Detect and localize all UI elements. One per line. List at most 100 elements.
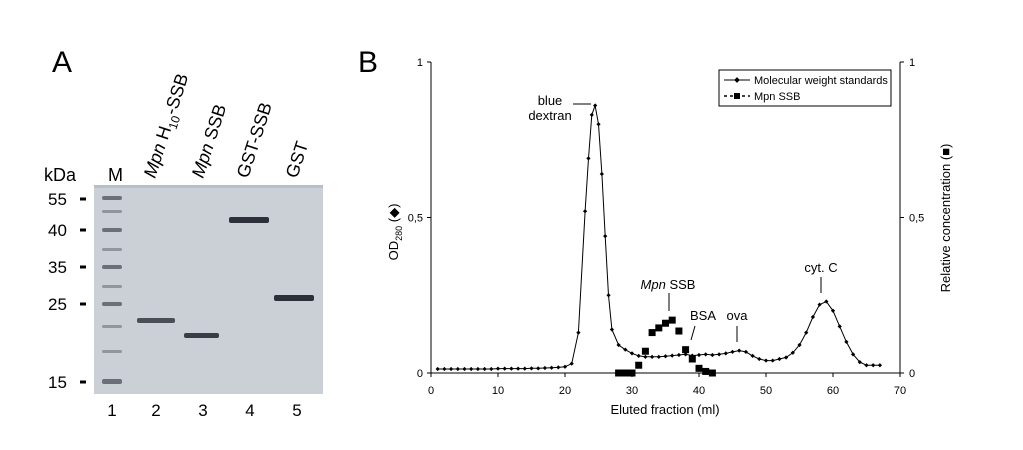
standards-point (837, 324, 842, 329)
standards-point (435, 366, 440, 372)
legend-entry-mpn-ssb: Mpn SSB (724, 91, 800, 103)
svg-text:cyt. C: cyt. C (804, 260, 837, 275)
standards-point (830, 308, 836, 313)
standards-point (810, 314, 816, 320)
standards-point (515, 366, 521, 371)
lane-number-5: 5 (292, 401, 301, 420)
standards-point (703, 352, 708, 357)
y-axis-title-right: Relative concentration (■) (938, 144, 953, 293)
gel-shade (94, 185, 323, 394)
standards-point (529, 366, 534, 371)
x-tick-label: 60 (827, 385, 839, 397)
standards-point (469, 366, 474, 372)
mpn-ssb-point (615, 369, 623, 377)
mpn-ssb-point (695, 364, 703, 372)
x-tick-label: 10 (492, 385, 504, 397)
standards-point (770, 358, 775, 363)
mpn-ssb-point (648, 329, 656, 337)
mw-ticks (80, 197, 86, 384)
lane-number-1: 1 (107, 401, 116, 420)
mpn-ssb-point (662, 319, 669, 327)
marker-ladder (102, 196, 122, 384)
panel-a-label: A (52, 46, 72, 79)
standards-point (606, 293, 611, 298)
standards-point (636, 353, 641, 359)
y-tick-label-left: 0,5 (408, 213, 423, 225)
standards-point (790, 350, 795, 355)
standards-point (475, 366, 481, 372)
mpn-ssb-point (628, 369, 636, 377)
mpn-ssb-point (708, 369, 716, 377)
standards-point (857, 359, 862, 365)
mw-label-15: 15 (48, 373, 67, 392)
svg-text:Relative concentration (■): Relative concentration (■) (938, 144, 953, 293)
kda-label: kDa (44, 165, 77, 185)
standards-point (596, 122, 601, 127)
standards-point (824, 299, 829, 304)
x-tick-label: 20 (559, 385, 571, 397)
svg-text:Mpn SSB: Mpn SSB (641, 277, 696, 292)
marker-lane-header: M (108, 165, 123, 185)
x-tick-label: 0 (428, 385, 434, 397)
standards-point (757, 356, 762, 362)
lane-number-3: 3 (198, 401, 207, 420)
svg-text:OD280 (◆): OD280 (◆) (386, 204, 404, 261)
annotation-mpn-ssb: Mpn SSB (641, 277, 696, 311)
standards-point (562, 364, 568, 369)
standards-point (864, 363, 869, 368)
lane-number-2: 2 (151, 401, 160, 420)
standards-point (750, 353, 755, 359)
lane-header-4: GST-SSB (233, 100, 276, 180)
standards-point (643, 354, 648, 359)
standards-point (442, 366, 447, 372)
standards-point (576, 330, 581, 335)
standards-point (542, 365, 548, 371)
mw-label-35: 35 (48, 258, 67, 277)
mpn-ssb-point (702, 367, 710, 375)
standards-point (495, 366, 501, 371)
mpn-ssb-point (688, 355, 696, 363)
svg-text:Mpn SSB: Mpn SSB (188, 102, 231, 181)
standards-point (489, 366, 494, 372)
standards-point (871, 363, 876, 368)
svg-text:GST: GST (282, 139, 312, 180)
svg-text:ova: ova (727, 308, 749, 323)
x-tick-label: 30 (626, 385, 638, 397)
annotation-bsa: BSA (690, 308, 716, 341)
standards-point (737, 348, 742, 353)
band-lane-5 (274, 295, 314, 301)
legend-label-standards: Molecular weight standards (754, 75, 888, 87)
legend-entry-standards: Molecular weight standards (724, 75, 888, 87)
standards-point (616, 342, 621, 348)
standards-point (482, 366, 487, 372)
standards-point (663, 354, 668, 359)
mw-label-40: 40 (48, 221, 67, 240)
standards-point (723, 351, 728, 356)
standards-point (509, 366, 514, 371)
panel-a: A kDa M Mpn H10-SSB Mpn SSB GST-SSB GST … (44, 46, 323, 420)
y-tick-label-right: 0,5 (909, 213, 924, 225)
band-lane-2 (137, 318, 175, 323)
standards-point (877, 363, 883, 368)
standards-point (502, 366, 507, 371)
gel-image (94, 185, 323, 394)
band-lane-4 (229, 217, 269, 223)
legend-box (718, 69, 892, 107)
mpn-ssb-point (668, 316, 676, 324)
standards-point (797, 342, 802, 348)
standards-point (710, 352, 715, 358)
svg-text:dextran: dextran (528, 108, 571, 123)
standards-point (448, 366, 454, 372)
standards-point (569, 361, 574, 366)
standards-point (556, 365, 561, 370)
standards-point (783, 355, 789, 360)
standards-point (844, 339, 849, 345)
y-tick-label-left: 0 (417, 368, 423, 380)
standards-point (629, 351, 635, 356)
standards-point (609, 327, 615, 332)
standards-point (582, 209, 588, 214)
y-tick-label-right: 0 (909, 368, 915, 380)
standards-point (804, 330, 809, 335)
standards-point (522, 366, 527, 371)
